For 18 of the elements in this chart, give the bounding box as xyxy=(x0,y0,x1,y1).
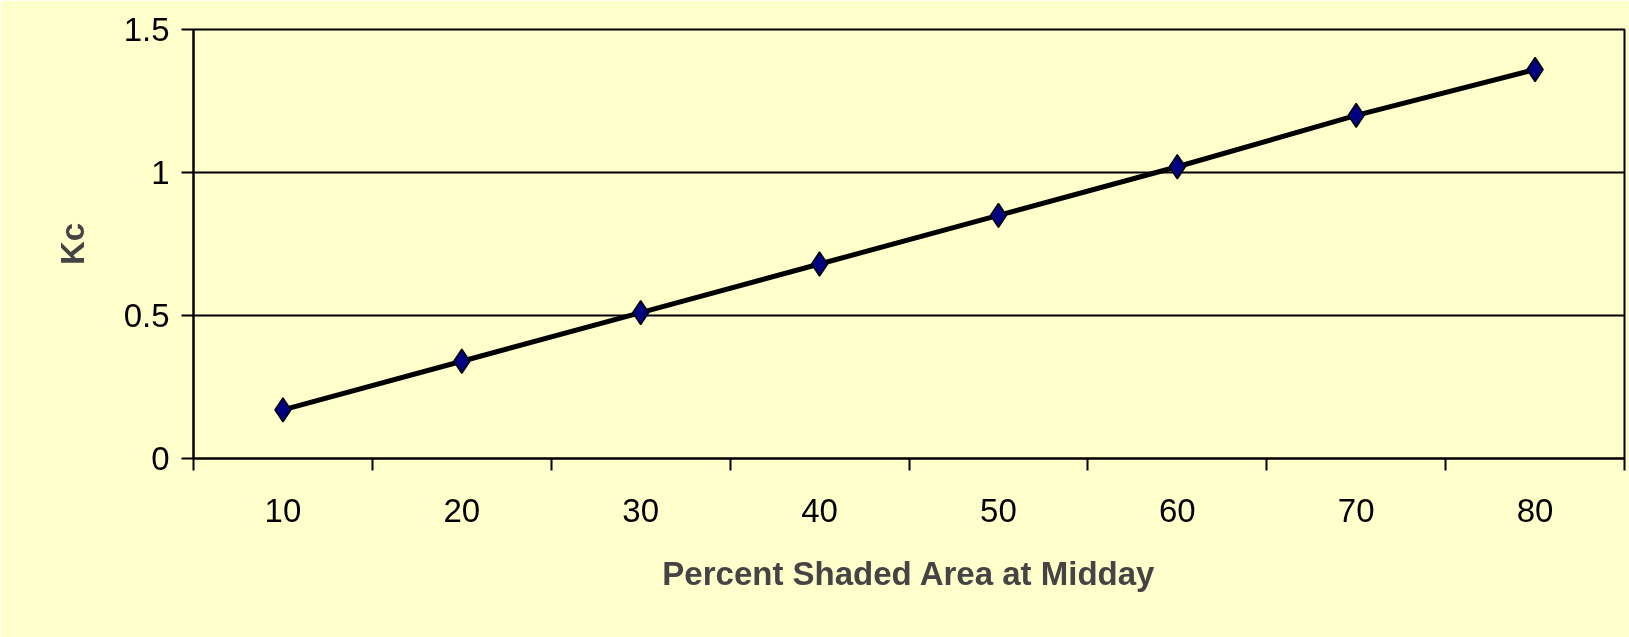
point xyxy=(1168,154,1187,180)
x-axis-title: Percent Shaded Area at Midday xyxy=(662,554,1156,592)
x-tick-label: 30 xyxy=(622,491,660,529)
x-tick-label: 50 xyxy=(980,491,1017,529)
x-tick-label: 40 xyxy=(801,491,838,529)
x-tick-label: 60 xyxy=(1158,491,1196,529)
x-tick-label: 70 xyxy=(1337,491,1375,529)
x-tick-label: 80 xyxy=(1516,491,1554,529)
y-tick-label: 1 xyxy=(151,154,170,191)
y-axis-title: Kc xyxy=(53,222,91,266)
x-tick-label: 10 xyxy=(264,491,302,529)
y-tick-label: 0 xyxy=(151,440,170,477)
point xyxy=(631,299,650,326)
x-tick-label: 20 xyxy=(443,491,481,529)
point xyxy=(810,251,829,277)
point xyxy=(989,202,1008,229)
y-tick-label: 0.5 xyxy=(123,297,170,334)
y-tick-label: 1.5 xyxy=(123,11,170,48)
